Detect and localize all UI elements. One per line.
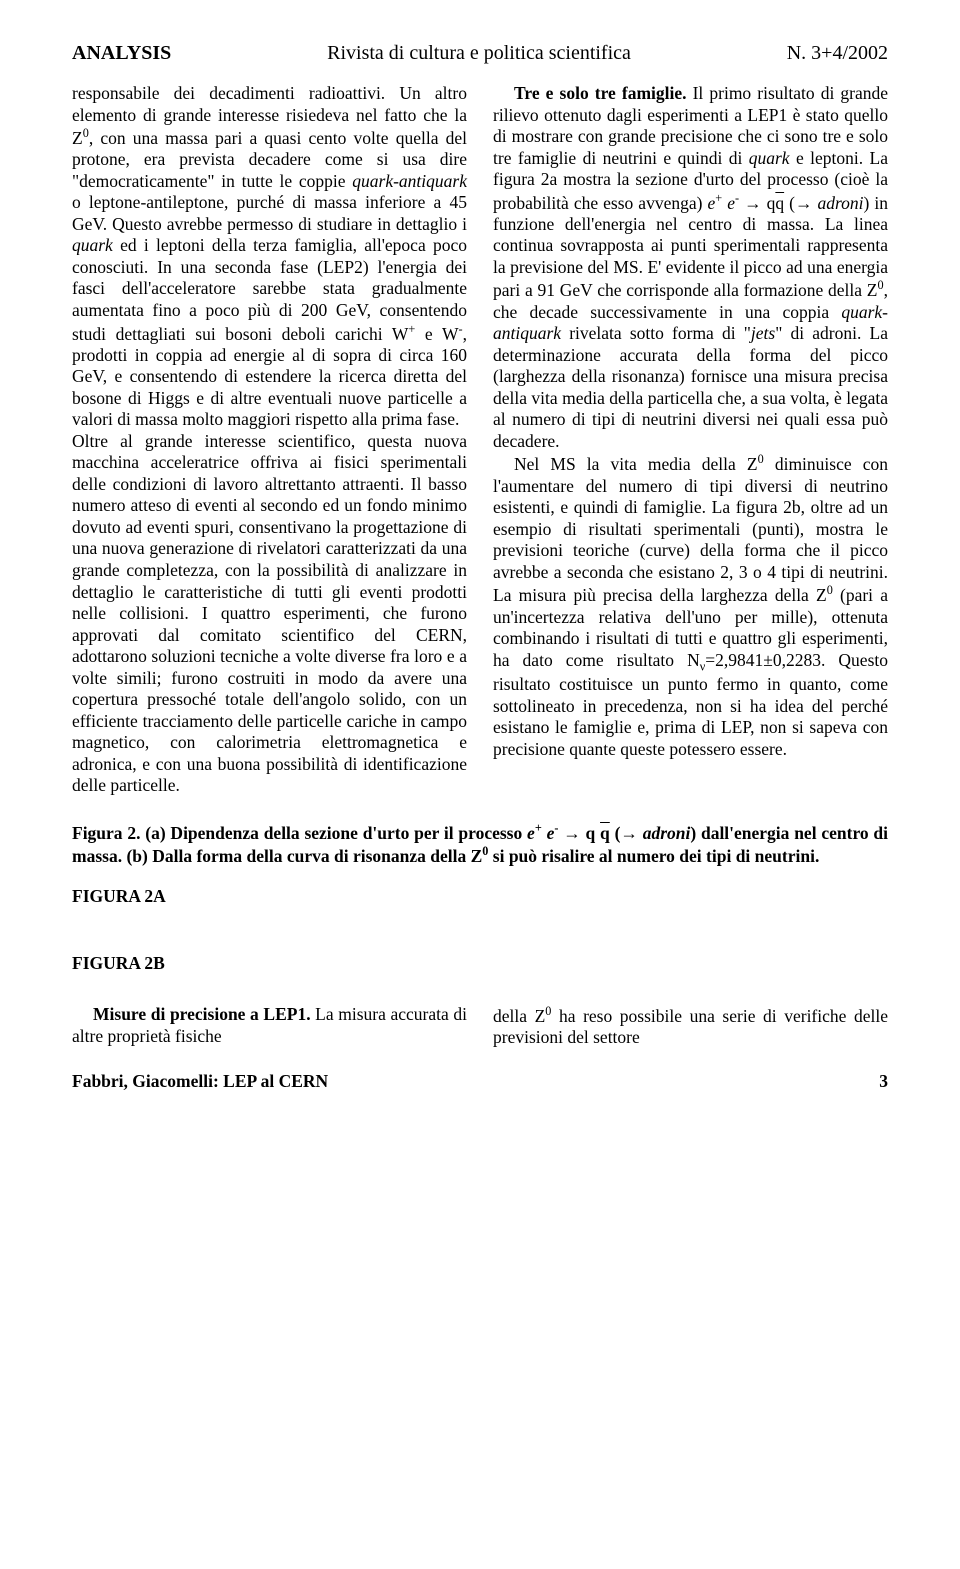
italic-term: jets xyxy=(751,323,775,343)
left-paragraph-2: Oltre al grande interesse scientifico, q… xyxy=(72,431,467,797)
text: si può risalire al numero dei tipi di ne… xyxy=(488,846,819,866)
italic-term: quark-antiquark xyxy=(352,171,467,191)
overline-q: q xyxy=(600,823,610,843)
figure-2b-label: FIGURA 2B xyxy=(72,953,888,974)
header-right: N. 3+4/2002 xyxy=(787,42,888,65)
text: rivelata sotto forma di " xyxy=(561,323,751,343)
text: della Z xyxy=(493,1006,545,1026)
bottom-left-column: Misure di precisione a LEP1. La misura a… xyxy=(72,1004,467,1049)
italic-term: quark xyxy=(72,235,113,255)
italic-var: e xyxy=(527,823,535,843)
right-paragraph-2: Nel MS la vita media della Z0 diminuisce… xyxy=(493,452,888,760)
text: e W xyxy=(415,323,458,343)
text: ha reso possibile una serie di verifiche… xyxy=(493,1006,888,1048)
left-paragraph-1: responsabile dei decadimenti radioattivi… xyxy=(72,83,467,431)
paragraph-title: Misure di precisione a LEP1. xyxy=(93,1004,311,1024)
text: → q xyxy=(558,823,600,843)
figure-2a-label: FIGURA 2A xyxy=(72,886,888,907)
text: (→ xyxy=(610,823,643,843)
italic-term: adroni xyxy=(817,192,863,212)
left-column: responsabile dei decadimenti radioattivi… xyxy=(72,83,467,797)
right-column: Tre e solo tre famiglie. Il primo risult… xyxy=(493,83,888,797)
overline-q: q xyxy=(775,192,784,212)
figure-2-caption: Figura 2. (a) Dipendenza della sezione d… xyxy=(72,821,888,868)
page-header: ANALYSIS Rivista di cultura e politica s… xyxy=(72,42,888,65)
bottom-right-paragraph: della Z0 ha reso possibile una serie di … xyxy=(493,1004,888,1049)
page-footer: Fabbri, Giacomelli: LEP al CERN 3 xyxy=(72,1071,888,1092)
footer-left: Fabbri, Giacomelli: LEP al CERN xyxy=(72,1071,328,1092)
text: Figura 2. (a) Dipendenza della sezione d… xyxy=(72,823,527,843)
superscript: + xyxy=(535,821,542,835)
bottom-right-column: della Z0 ha reso possibile una serie di … xyxy=(493,1004,888,1049)
italic-term: quark xyxy=(749,148,790,168)
footer-page-number: 3 xyxy=(879,1071,888,1092)
paragraph-title: Tre e solo tre famiglie. xyxy=(514,83,687,103)
figure-2a-placeholder xyxy=(72,907,888,935)
text: (→ xyxy=(784,192,817,212)
bottom-columns: Misure di precisione a LEP1. La misura a… xyxy=(72,1004,888,1049)
text: → q xyxy=(739,192,775,212)
italic-var: e xyxy=(722,192,735,212)
header-left: ANALYSIS xyxy=(72,42,171,65)
bottom-left-paragraph: Misure di precisione a LEP1. La misura a… xyxy=(72,1004,467,1047)
text: Nel MS la vita media della Z xyxy=(514,454,758,474)
text: o leptone-antileptone, purché di massa i… xyxy=(72,192,467,234)
italic-term: adroni xyxy=(643,823,691,843)
italic-var: e xyxy=(542,823,555,843)
main-columns: responsabile dei decadimenti radioattivi… xyxy=(72,83,888,797)
header-center: Rivista di cultura e politica scientific… xyxy=(171,42,786,65)
right-paragraph-1: Tre e solo tre famiglie. Il primo risult… xyxy=(493,83,888,452)
